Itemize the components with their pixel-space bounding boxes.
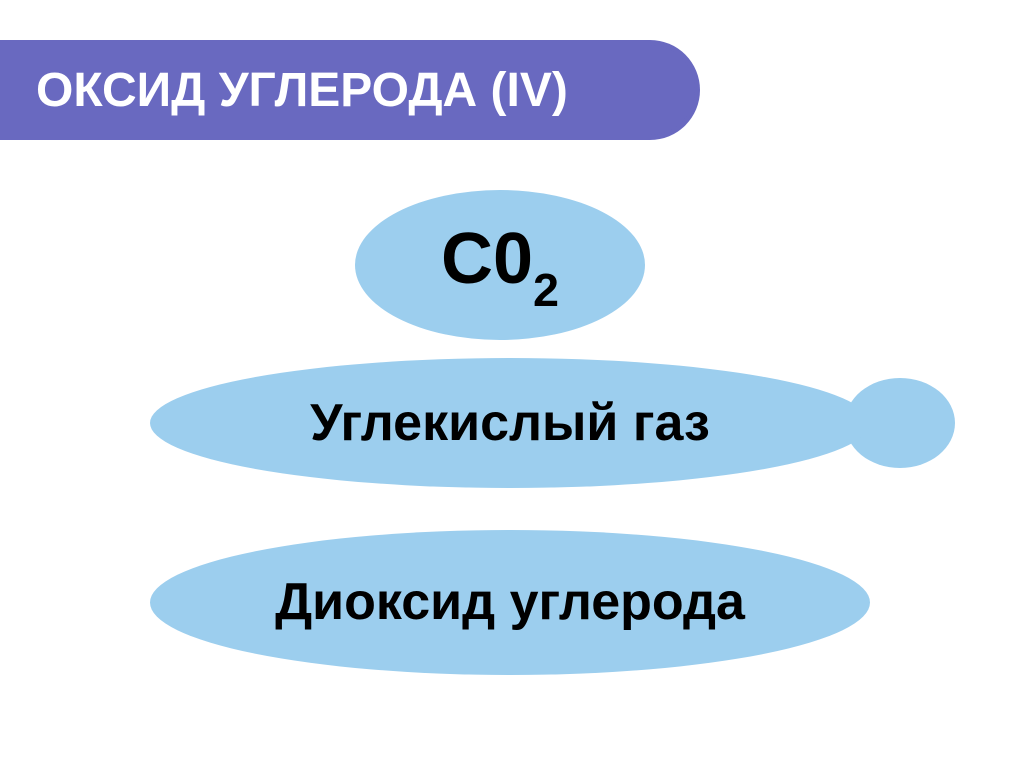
slide: ОКСИД УГЛЕРОДА (IV) С02 Углекислый газ Д… [0, 0, 1024, 768]
content-frame-corner [703, 93, 978, 155]
bubble-name-1: Углекислый газ [150, 358, 870, 488]
slide-title: ОКСИД УГЛЕРОДА (IV) [36, 63, 568, 118]
formula-text: С02 [441, 222, 559, 308]
bubble-formula: С02 [355, 190, 645, 340]
bubble-name-2: Диоксид углерода [150, 530, 870, 675]
title-bar: ОКСИД УГЛЕРОДА (IV) [0, 40, 700, 140]
name-2-text: Диоксид углерода [275, 575, 745, 630]
formula-subscript: 2 [533, 264, 559, 316]
formula-base: С0 [441, 219, 533, 299]
name-1-text: Углекислый газ [310, 396, 710, 451]
